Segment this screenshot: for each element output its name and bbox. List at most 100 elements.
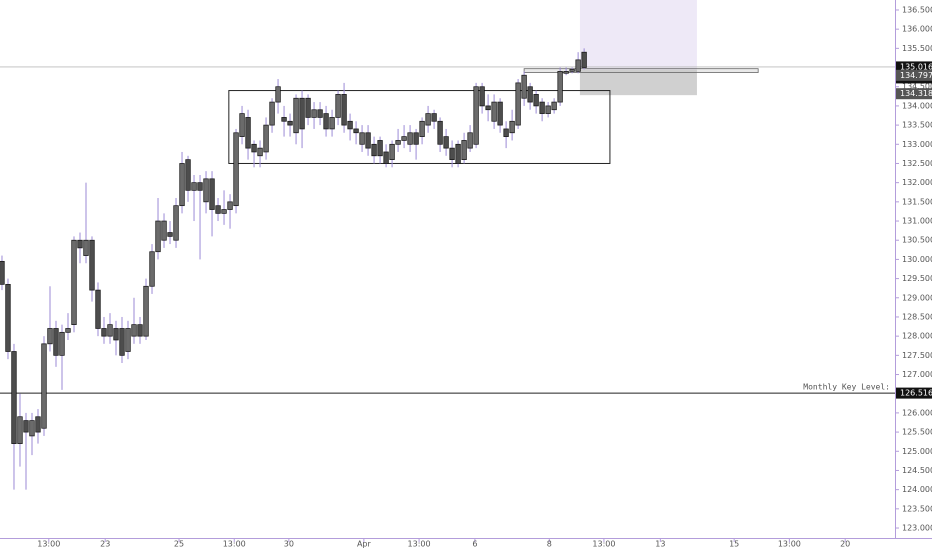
candle-body <box>515 82 521 126</box>
candle-body <box>101 328 107 337</box>
candle-body <box>389 143 395 160</box>
range-box <box>228 90 611 164</box>
candle-body <box>77 239 83 249</box>
candle-body <box>107 324 113 337</box>
candle-body <box>503 128 509 137</box>
candle-body <box>443 136 449 149</box>
candle-body <box>227 201 233 210</box>
y-tick-label: 126.000 <box>902 408 932 417</box>
y-tick-label: 135.500 <box>902 44 932 53</box>
y-tick-label: 124.500 <box>902 466 932 475</box>
y-tick-label: 132.000 <box>902 178 932 187</box>
price-level-box <box>896 88 932 100</box>
candle-body <box>563 71 569 74</box>
x-tick-label: 8 <box>547 540 552 549</box>
candle-body <box>419 120 425 137</box>
y-tick-label: 131.000 <box>902 217 932 226</box>
y-tick-label: 133.000 <box>902 140 932 149</box>
candle-body <box>539 101 545 114</box>
y-tick-label: 130.000 <box>902 255 932 264</box>
y-tick-label: 123.500 <box>902 504 932 513</box>
zone-box <box>523 68 759 73</box>
candle-body <box>149 251 155 287</box>
candle-body <box>185 159 191 191</box>
candle-body <box>113 328 119 341</box>
candle-body <box>581 51 587 68</box>
y-tick-label: 133.500 <box>902 121 932 130</box>
key-level-price: 126.516 <box>900 389 932 398</box>
position-target-zone <box>579 0 697 70</box>
candle-body <box>257 147 263 157</box>
candle-body <box>533 94 539 107</box>
candle-body <box>383 151 389 164</box>
candle-body <box>215 205 221 214</box>
candle-body <box>71 239 77 325</box>
candle-body <box>95 289 101 329</box>
y-tick-label: 129.500 <box>902 274 932 283</box>
x-tick-label: 13:00 <box>223 540 246 549</box>
candle-body <box>197 182 203 191</box>
candle-body <box>179 163 185 207</box>
candle-body <box>47 328 53 345</box>
candle-body <box>263 124 269 153</box>
candle-body <box>317 109 323 118</box>
x-tick-label: 23 <box>100 540 110 549</box>
candle-body <box>161 220 167 241</box>
candle-body <box>155 220 161 253</box>
candle-body <box>89 239 95 291</box>
candle-body <box>455 143 461 164</box>
x-tick-label: 6 <box>472 540 477 549</box>
candle-body <box>407 132 413 145</box>
x-tick-label: 25 <box>174 540 184 549</box>
candle-body <box>29 420 35 437</box>
candle-body <box>167 232 173 237</box>
x-tick-label: 13:00 <box>778 540 801 549</box>
candle-body <box>287 120 293 126</box>
candle-body <box>281 117 287 122</box>
candle-body <box>461 140 467 160</box>
y-tick-label: 136.000 <box>902 25 932 34</box>
candle-body <box>425 113 431 126</box>
candle-body <box>329 117 335 130</box>
candle-body <box>203 178 209 203</box>
y-tick-label: 136.500 <box>902 5 932 14</box>
candle-body <box>527 86 533 103</box>
candle-body <box>431 113 437 122</box>
last-price: 135.016 <box>900 62 932 71</box>
candle-body <box>59 331 65 356</box>
y-tick-label: 132.500 <box>902 159 932 168</box>
y-tick-label: 127.500 <box>902 351 932 360</box>
y-tick-label: 131.500 <box>902 197 932 206</box>
x-tick-label: 13:00 <box>408 540 431 549</box>
candle-body <box>371 143 377 157</box>
candle-body <box>341 94 347 126</box>
key-level-label: Monthly Key Level: <box>803 383 890 392</box>
candle-body <box>125 328 131 352</box>
candle-body <box>323 113 329 130</box>
x-tick-label: Apr <box>357 540 372 549</box>
y-tick-label: 125.000 <box>902 447 932 456</box>
candle-body <box>485 105 491 111</box>
price-level: 134.797 <box>900 71 932 80</box>
candle-body <box>311 109 317 118</box>
candle-body <box>299 97 305 130</box>
y-tick-label: 128.500 <box>902 312 932 321</box>
candle-body <box>377 140 383 157</box>
candle-body <box>137 324 143 337</box>
candle-body <box>23 420 29 433</box>
y-tick-label: 128.000 <box>902 332 932 341</box>
candle-body <box>359 132 365 145</box>
candle-body <box>119 328 125 356</box>
candle-body <box>491 101 497 122</box>
candle-body <box>269 101 275 126</box>
candle-body <box>131 324 137 337</box>
candle-body <box>335 94 341 118</box>
candle-body <box>83 239 89 256</box>
candle-body <box>53 328 59 356</box>
key-level-price-box <box>896 387 932 399</box>
candle-body <box>545 105 551 114</box>
candle-body <box>413 132 419 145</box>
x-tick-label: 13:00 <box>37 540 60 549</box>
